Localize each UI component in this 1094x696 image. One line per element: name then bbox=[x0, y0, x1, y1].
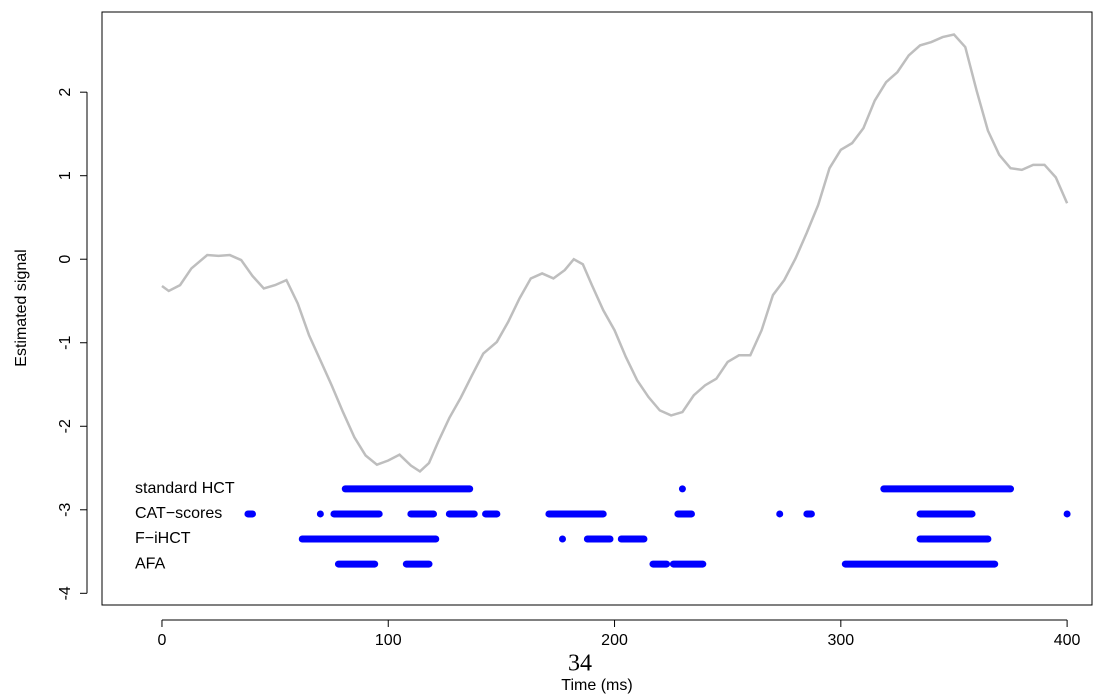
page-number: 34 bbox=[568, 651, 592, 677]
y-tick-label: -1 bbox=[57, 336, 74, 350]
row-label: AFA bbox=[135, 555, 166, 572]
row-label: CAT−scores bbox=[135, 505, 222, 522]
y-tick-label: 1 bbox=[57, 171, 74, 180]
x-tick-label: 0 bbox=[158, 632, 167, 649]
x-tick-label: 200 bbox=[601, 632, 628, 649]
x-axis-label: Time (ms) bbox=[561, 677, 632, 694]
y-tick-label: 0 bbox=[57, 255, 74, 264]
row-label: standard HCT bbox=[135, 480, 235, 497]
y-tick-label: -4 bbox=[57, 586, 74, 600]
x-tick-label: 100 bbox=[375, 632, 402, 649]
row-label: F−iHCT bbox=[135, 530, 191, 547]
y-tick-label: -2 bbox=[57, 419, 74, 433]
x-tick-label: 300 bbox=[827, 632, 854, 649]
signal-line bbox=[161, 33, 1069, 473]
plot-box bbox=[101, 11, 1093, 606]
y-tick-label: 2 bbox=[57, 88, 74, 97]
x-tick-label: 400 bbox=[1054, 632, 1081, 649]
y-axis-label: Estimated signal bbox=[13, 249, 30, 366]
y-tick-label: -3 bbox=[57, 503, 74, 517]
